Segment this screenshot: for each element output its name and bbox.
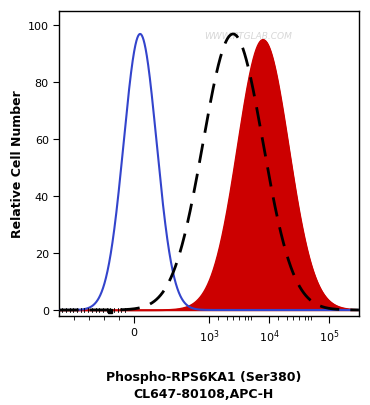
Text: Phospho-RPS6KA1 (Ser380): Phospho-RPS6KA1 (Ser380) — [106, 371, 301, 384]
Text: WWW.PTGLAB.COM: WWW.PTGLAB.COM — [204, 32, 292, 41]
Text: CL647-80108,APC-H: CL647-80108,APC-H — [133, 387, 274, 400]
Y-axis label: Relative Cell Number: Relative Cell Number — [11, 90, 24, 238]
